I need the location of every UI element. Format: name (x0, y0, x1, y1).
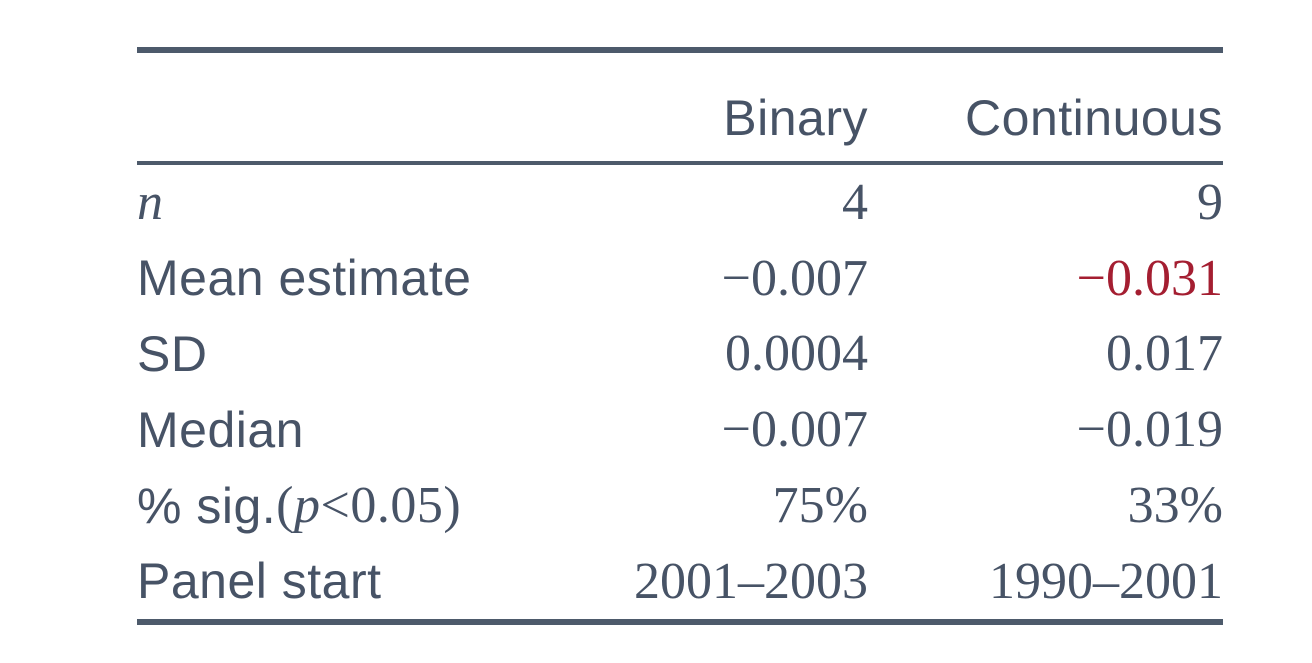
row-label: SD (137, 325, 208, 382)
continuous-value: 1990–2001 (989, 552, 1223, 610)
row-label: n (137, 165, 617, 241)
math-paren-open: ( (276, 477, 294, 535)
table-row-pct-significant: % sig. (p <0.05) 75% 33% (137, 468, 1223, 544)
label-text: % sig. (137, 477, 277, 534)
table-row-median: Median −0.007 −0.019 (137, 392, 1223, 468)
continuous-value: 33% (1127, 477, 1223, 535)
continuous-value: −0.019 (1076, 401, 1223, 459)
math-variable-p: p (294, 477, 321, 535)
table-body: n 4 9 Mean estimate −0.007 −0.031 SD 0.0… (137, 165, 1223, 620)
column-header-continuous: Continuous (965, 89, 1223, 146)
table-row-n: n 4 9 (137, 165, 1223, 241)
column-header-binary: Binary (723, 89, 868, 146)
summary-table: Binary Continuous n 4 9 Mean estimate −0… (137, 47, 1223, 625)
header-empty-cell (137, 53, 617, 161)
continuous-value: 0.017 (1106, 325, 1223, 383)
table-row-sd: SD 0.0004 0.017 (137, 316, 1223, 392)
binary-value: 75% (772, 477, 868, 535)
table-mid-rule (137, 160, 1223, 165)
table-row-mean-estimate: Mean estimate −0.007 −0.031 (137, 240, 1223, 316)
math-condition: <0.05) (320, 477, 462, 535)
math-variable-n: n (137, 173, 164, 231)
binary-value: 0.0004 (725, 325, 868, 383)
table-row-panel-start: Panel start 2001–2003 1990–2001 (137, 543, 1223, 619)
row-label: % sig. (p <0.05) (137, 468, 617, 544)
table-bottom-rule (137, 619, 1223, 625)
continuous-value: 9 (1197, 173, 1223, 231)
row-label: Panel start (137, 553, 382, 610)
binary-value: 4 (842, 173, 868, 231)
continuous-value-highlighted: −0.031 (1076, 249, 1223, 307)
row-label: Mean estimate (137, 250, 472, 307)
row-label: Median (137, 401, 304, 458)
table-top-rule (137, 47, 1223, 53)
binary-value: −0.007 (721, 249, 868, 307)
binary-value: 2001–2003 (634, 552, 868, 610)
binary-value: −0.007 (721, 401, 868, 459)
table-header-row: Binary Continuous (137, 53, 1223, 161)
